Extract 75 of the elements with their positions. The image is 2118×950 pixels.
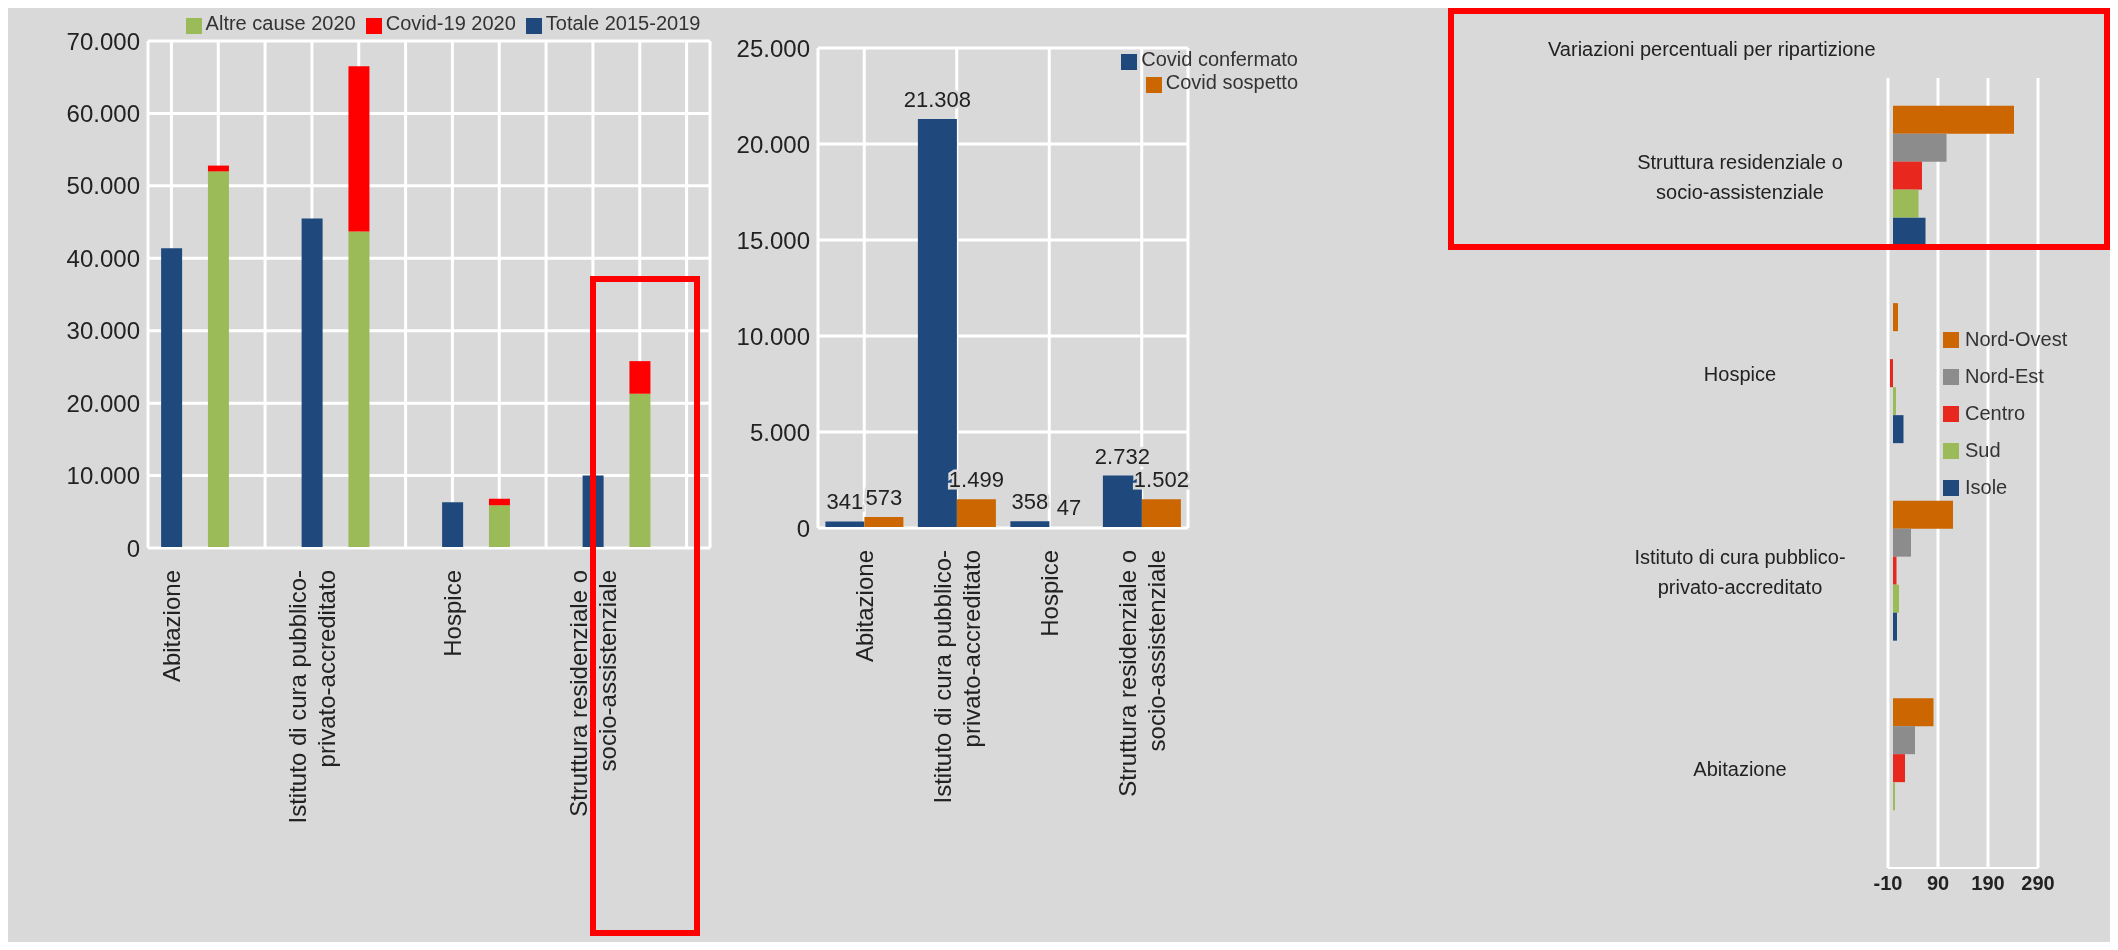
- y-tick-label: 15.000: [736, 226, 810, 254]
- legend-label: Covid sospetto: [1165, 71, 1298, 93]
- legend-label: Nord-Est: [1965, 365, 2044, 388]
- y-tick-label: 0: [126, 534, 140, 562]
- bar: [1890, 359, 1893, 388]
- y-tick-label: 70.000: [66, 27, 140, 55]
- bar: [1893, 754, 1905, 783]
- bar: [1893, 303, 1898, 332]
- y-tick-label: 40.000: [66, 244, 140, 272]
- y-tick-label: Abitazione: [1693, 758, 1787, 781]
- bar: [1893, 217, 1926, 246]
- x-tick-label: Hospice: [438, 570, 466, 657]
- bar: [1893, 105, 2014, 134]
- x-tick-label: 90: [1926, 872, 1950, 895]
- y-tick-label: 0: [796, 514, 810, 542]
- y-tick-label: 60.000: [66, 99, 140, 127]
- bar: [207, 171, 229, 548]
- y-tick-label: 10.000: [66, 462, 140, 490]
- text: Variazioni percentuali per ripartizione: [1548, 38, 1876, 61]
- legend-label: Covid-19 2020: [385, 12, 516, 34]
- bar: [442, 502, 464, 548]
- legend-label: Covid confermato: [1141, 48, 1298, 70]
- bar: [488, 498, 510, 506]
- y-tick-label: 50.000: [66, 172, 140, 200]
- bar: [1893, 528, 1911, 557]
- y-tick-label: Hospice: [1703, 363, 1777, 386]
- y-tick-label: 25.000: [736, 34, 810, 62]
- bar: [1893, 133, 1947, 162]
- data-label: 47: [1056, 495, 1082, 521]
- y-tick-label: 30.000: [66, 317, 140, 345]
- y-tick-label: Struttura residenziale o socio-assistenziale: [1637, 150, 1843, 203]
- bar: [1893, 189, 1919, 218]
- bar: [1893, 387, 1896, 416]
- x-tick-label: 290: [2021, 872, 2055, 895]
- y-tick-label: 10.000: [736, 322, 810, 350]
- bar: [1893, 556, 1897, 585]
- bar: [1893, 698, 1934, 727]
- bar: [956, 499, 996, 528]
- bar: [825, 521, 865, 528]
- data-label: 358: [1011, 489, 1049, 515]
- bar: [1893, 500, 1953, 529]
- legend-label: Isole: [1965, 476, 2008, 499]
- x-tick-label: Istituto di cura pubblico-privato-accreditato: [928, 550, 985, 804]
- x-tick-label: Hospice: [1035, 550, 1063, 637]
- bar: [301, 218, 323, 548]
- bar: [1893, 584, 1899, 613]
- bar: [161, 248, 183, 548]
- x-tick-label: -10: [1873, 872, 1903, 895]
- data-label: 2.732: [1094, 443, 1150, 469]
- bar: [629, 361, 651, 394]
- data-label: 341: [826, 489, 864, 515]
- legend-label: Nord-Ovest: [1965, 328, 2068, 351]
- bar: [1893, 161, 1922, 190]
- bar: [488, 505, 510, 548]
- y-tick-label: 20.000: [66, 389, 140, 417]
- bar: [348, 66, 370, 232]
- bar: [348, 231, 370, 548]
- bar: [1893, 726, 1915, 755]
- x-tick-label: Struttura residenziale o socio-assistenziale: [564, 570, 621, 817]
- y-tick-label: 5.000: [749, 418, 810, 446]
- data-label: 573: [865, 485, 903, 510]
- y-tick-label: 20.000: [736, 130, 810, 158]
- bar: [864, 517, 904, 528]
- bar: [1893, 415, 1904, 444]
- x-tick-label: Istituto di cura pubblico-privato-accreditato: [283, 570, 340, 824]
- legend-label: Centro: [1965, 402, 2026, 425]
- bar: [1141, 499, 1181, 528]
- legend-label: Sud: [1965, 439, 2001, 462]
- bar: [1893, 612, 1897, 641]
- x-tick-label: 190: [1971, 872, 2005, 895]
- data-label: 21.308: [903, 86, 972, 112]
- bar: [629, 393, 651, 548]
- legend-label: Altre cause 2020: [205, 12, 356, 34]
- x-tick-label: Abitazione: [850, 550, 878, 663]
- legend-label: Totale 2015-2019: [545, 12, 701, 34]
